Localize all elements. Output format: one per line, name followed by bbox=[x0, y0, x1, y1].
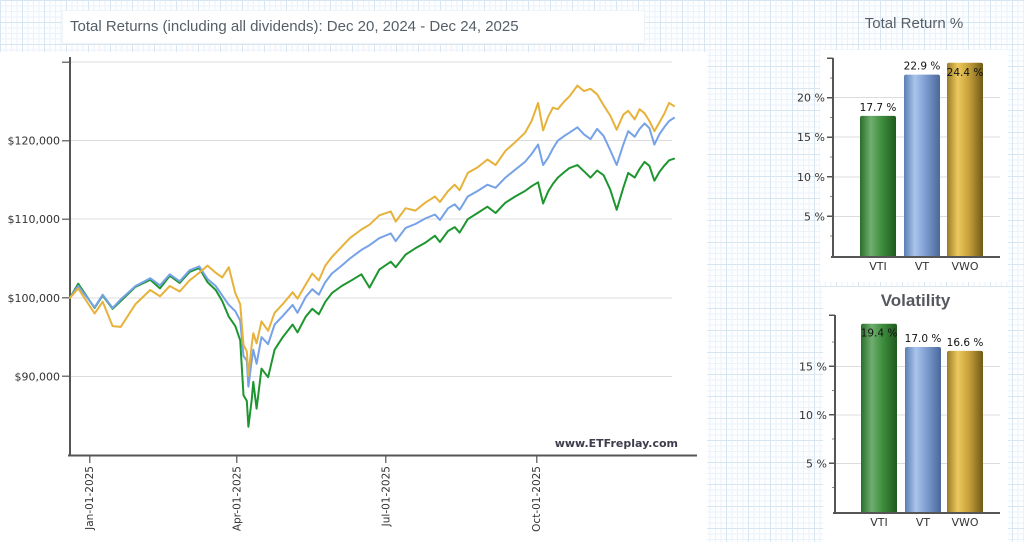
svg-text:16.6 %: 16.6 % bbox=[947, 337, 984, 349]
svg-text:17.7 %: 17.7 % bbox=[860, 102, 897, 114]
svg-text:22.9 %: 22.9 % bbox=[904, 61, 941, 73]
svg-text:5 %: 5 % bbox=[806, 457, 827, 470]
svg-text:VT: VT bbox=[915, 260, 930, 273]
svg-text:Jul-01-2025: Jul-01-2025 bbox=[380, 466, 392, 527]
total-return-title: Total Return % bbox=[864, 15, 964, 32]
svg-text:Jan-01-2025: Jan-01-2025 bbox=[84, 466, 96, 531]
svg-text:10 %: 10 % bbox=[799, 409, 827, 422]
svg-text:VWO: VWO bbox=[951, 260, 978, 273]
svg-text:15 %: 15 % bbox=[799, 360, 827, 373]
main-chart-title-box: Total Returns (including all dividends):… bbox=[62, 10, 645, 44]
svg-text:20 %: 20 % bbox=[797, 92, 825, 105]
svg-text:19.4 %: 19.4 % bbox=[861, 328, 898, 340]
svg-text:10 %: 10 % bbox=[797, 171, 825, 184]
main-chart-panel bbox=[0, 52, 707, 542]
main-chart-title: Total Returns (including all dividends):… bbox=[70, 18, 519, 35]
svg-text:$120,000: $120,000 bbox=[8, 135, 61, 148]
svg-text:$90,000: $90,000 bbox=[15, 370, 61, 383]
svg-text:VTI: VTI bbox=[869, 260, 887, 273]
svg-text:17.0 %: 17.0 % bbox=[905, 333, 942, 345]
svg-text:15 %: 15 % bbox=[797, 131, 825, 144]
svg-text:VT: VT bbox=[916, 516, 931, 529]
svg-text:Apr-01-2025: Apr-01-2025 bbox=[231, 466, 243, 531]
svg-text:VWO: VWO bbox=[951, 516, 978, 529]
etfreplay-watermark: www.ETFreplay.com bbox=[554, 437, 678, 450]
volatility-title: Volatility bbox=[880, 291, 951, 310]
svg-text:VTI: VTI bbox=[870, 516, 888, 529]
svg-text:$110,000: $110,000 bbox=[8, 213, 61, 226]
svg-text:5 %: 5 % bbox=[804, 210, 825, 223]
svg-text:Oct-01-2025: Oct-01-2025 bbox=[531, 466, 543, 532]
svg-text:24.4 %: 24.4 % bbox=[947, 67, 984, 79]
svg-text:$100,000: $100,000 bbox=[8, 292, 61, 305]
